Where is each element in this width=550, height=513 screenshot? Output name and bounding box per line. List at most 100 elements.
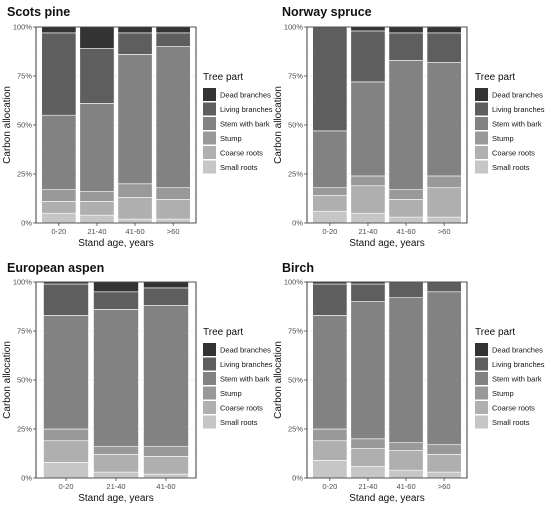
y-axis-title: Carbon allocation bbox=[273, 341, 284, 419]
legend-swatch-living-branches bbox=[203, 102, 216, 116]
x-tick-label: 0-20 bbox=[51, 227, 66, 236]
bar-segment-small-roots bbox=[79, 214, 115, 224]
y-axis-title: Carbon allocation bbox=[2, 341, 13, 419]
legend: Tree part Dead branches Living branches Ste… bbox=[475, 327, 545, 429]
legend-label-coarse-roots: Coarse roots bbox=[220, 404, 263, 413]
x-tick-label: 21-40 bbox=[358, 482, 377, 491]
bar-segment-living-branches bbox=[79, 48, 115, 104]
bar-segment-stump bbox=[41, 189, 77, 202]
bar-segment-stem-with-bark bbox=[312, 130, 348, 189]
legend-label-small-roots: Small roots bbox=[220, 418, 258, 427]
legend-swatch-dead-branches bbox=[475, 88, 488, 101]
x-tick-label: 41-60 bbox=[396, 227, 415, 236]
y-tick-label: 50% bbox=[288, 376, 303, 385]
x-tick-label: 21-40 bbox=[87, 227, 106, 236]
bar-segment-stem-with-bark bbox=[312, 315, 348, 430]
legend-label-stump: Stump bbox=[220, 134, 242, 143]
y-tick-label: 0% bbox=[292, 474, 303, 483]
bar-segment-stem-with-bark bbox=[388, 60, 424, 190]
legend-label-stem-with-bark: Stem with bark bbox=[492, 120, 542, 129]
bar-segment-small-roots bbox=[388, 469, 424, 479]
legend-swatch-small-roots bbox=[475, 160, 488, 174]
legend-label-stem-with-bark: Stem with bark bbox=[220, 375, 270, 384]
legend-label-dead-branches: Dead branches bbox=[492, 91, 543, 100]
bar-segment-dead-branches bbox=[41, 26, 77, 34]
panel-birch: Birch 0-20 21-40 41-60 >60 0% 25% 50% 75% 100% Sta… bbox=[273, 261, 545, 504]
bar-segment-stem-with-bark bbox=[350, 301, 386, 440]
bar-segment-stump bbox=[43, 428, 89, 442]
x-tick-label: >60 bbox=[438, 482, 451, 491]
legend-swatch-coarse-roots bbox=[475, 401, 488, 414]
legend-swatch-stump bbox=[203, 386, 216, 400]
legend-swatch-living-branches bbox=[203, 357, 216, 371]
y-tick-label: 75% bbox=[17, 327, 32, 336]
legend-label-coarse-roots: Coarse roots bbox=[492, 149, 535, 158]
legend-swatch-stem-with-bark bbox=[475, 117, 488, 130]
x-tick-label: >60 bbox=[438, 227, 451, 236]
y-tick-label: 0% bbox=[21, 474, 32, 483]
x-tick-label: 0-20 bbox=[322, 227, 337, 236]
bar-segment-living-branches bbox=[143, 287, 189, 306]
bar-segment-coarse-roots bbox=[93, 454, 139, 473]
bar-segment-coarse-roots bbox=[79, 201, 115, 216]
bar-segment-living-branches bbox=[41, 32, 77, 116]
y-tick-label: 75% bbox=[288, 327, 303, 336]
bar-segment-small-roots bbox=[93, 471, 139, 479]
bar-segment-living-branches bbox=[350, 283, 386, 302]
bar-segment-living-branches bbox=[312, 283, 348, 316]
panel-title: Norway spruce bbox=[282, 5, 372, 19]
bar-segment-stem-with-bark bbox=[117, 54, 153, 185]
legend-swatch-living-branches bbox=[475, 102, 488, 116]
y-tick-label: 75% bbox=[288, 72, 303, 81]
legend-swatch-coarse-roots bbox=[203, 146, 216, 159]
bar-segment-stem-with-bark bbox=[350, 81, 386, 177]
bar-segment-living-branches bbox=[388, 281, 424, 298]
legend-swatch-coarse-roots bbox=[203, 401, 216, 414]
bar-segment-living-branches bbox=[117, 32, 153, 55]
panel-title: Scots pine bbox=[7, 5, 70, 19]
bar-segment-living-branches bbox=[93, 291, 139, 310]
y-tick-label: 50% bbox=[17, 376, 32, 385]
legend-swatch-small-roots bbox=[203, 160, 216, 174]
legend-title: Tree part bbox=[203, 72, 243, 83]
bar-segment-living-branches bbox=[155, 32, 191, 47]
bar-segment-stem-with-bark bbox=[143, 305, 189, 447]
legend-label-small-roots: Small roots bbox=[220, 163, 258, 172]
bar-segment-stem-with-bark bbox=[155, 46, 191, 189]
y-tick-label: 0% bbox=[21, 219, 32, 228]
bar-segment-small-roots bbox=[41, 212, 77, 224]
bar-segment-small-roots bbox=[117, 218, 153, 224]
bar-segment-small-roots bbox=[350, 465, 386, 479]
bar-segment-coarse-roots bbox=[350, 185, 386, 214]
bar-segment-living-branches bbox=[426, 32, 462, 63]
bar-segment-stem-with-bark bbox=[93, 309, 139, 447]
bar-segment-stump bbox=[350, 438, 386, 449]
bar-segment-coarse-roots bbox=[117, 197, 153, 220]
bar-segment-coarse-roots bbox=[350, 448, 386, 467]
panel-european-aspen: European aspen 0-20 21-40 41-60 0% 25% 50% 75% 1… bbox=[2, 261, 273, 504]
bar-segment-coarse-roots bbox=[155, 199, 191, 220]
bar-segment-stem-with-bark bbox=[43, 315, 89, 430]
bar-segment-stem-with-bark bbox=[426, 291, 462, 445]
legend-label-stump: Stump bbox=[492, 389, 514, 398]
x-axis-title: Stand age, years bbox=[349, 238, 425, 249]
legend-swatch-stem-with-bark bbox=[203, 117, 216, 130]
y-tick-label: 50% bbox=[17, 121, 32, 130]
x-tick-label: >60 bbox=[167, 227, 180, 236]
x-tick-label: 41-60 bbox=[396, 482, 415, 491]
bar-segment-living-branches bbox=[388, 32, 424, 61]
legend: Tree part Dead branches Living branches Ste… bbox=[475, 72, 545, 174]
y-tick-label: 25% bbox=[17, 425, 32, 434]
x-axis-title: Stand age, years bbox=[349, 493, 425, 504]
y-tick-label: 25% bbox=[17, 170, 32, 179]
bar-segment-coarse-roots bbox=[388, 450, 424, 471]
legend-title: Tree part bbox=[475, 327, 515, 338]
bar-segment-stump bbox=[388, 189, 424, 200]
bar-segment-stem-with-bark bbox=[79, 103, 115, 192]
x-tick-label: 0-20 bbox=[322, 482, 337, 491]
legend: Tree part Dead branches Living branches Ste… bbox=[203, 72, 273, 174]
bar-segment-dead-branches bbox=[350, 26, 386, 32]
bar-segment-dead-branches bbox=[155, 26, 191, 34]
y-tick-label: 100% bbox=[284, 23, 304, 32]
y-tick-label: 100% bbox=[284, 278, 304, 287]
